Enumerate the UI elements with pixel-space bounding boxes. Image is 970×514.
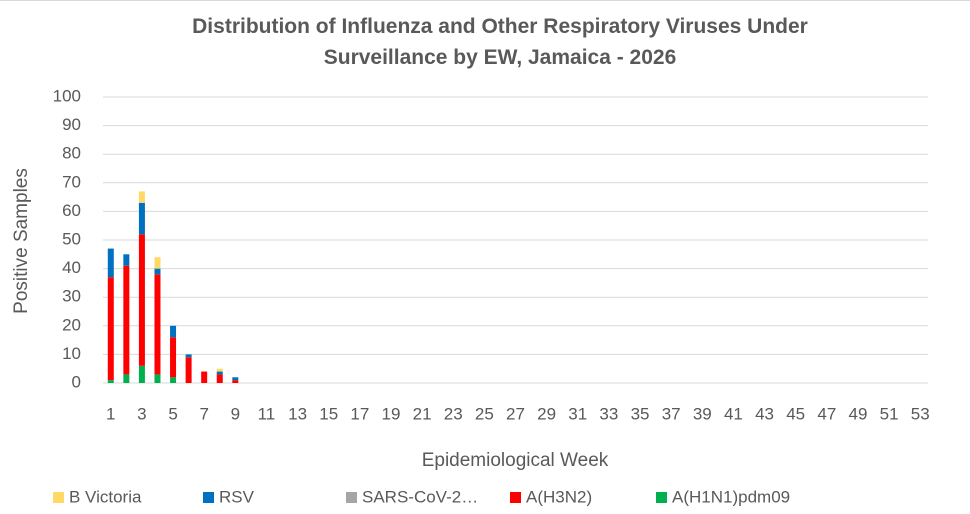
y-tick-label: 80 (62, 144, 81, 163)
x-tick-label: 19 (382, 404, 401, 423)
bar-segment (138, 365, 145, 383)
bar-segment (154, 268, 161, 275)
y-tick-label: 90 (62, 115, 81, 134)
y-tick-label: 70 (62, 172, 81, 191)
y-tick-label: 20 (62, 315, 81, 334)
bar-segment (138, 234, 145, 366)
legend-label: RSV (219, 487, 255, 506)
x-tick-label: 31 (568, 404, 587, 423)
chart-title: Distribution of Influenza and Other Resp… (192, 15, 808, 69)
legend-label: A(H3N2) (526, 487, 592, 506)
x-tick-label: 11 (258, 404, 276, 423)
y-tick-label: 10 (62, 344, 81, 363)
bar-segment (154, 274, 161, 375)
bar-segment (170, 377, 177, 383)
y-tick-label: 50 (62, 229, 81, 248)
x-tick-label: 43 (755, 404, 774, 423)
x-tick-label: 3 (137, 404, 146, 423)
bar-segment (154, 374, 161, 383)
bar-segment (123, 374, 130, 383)
bar-segment (123, 265, 130, 375)
y-tick-label: 40 (62, 258, 81, 277)
legend-swatch (53, 492, 64, 503)
bar-segment (107, 380, 114, 383)
y-axis-label: Positive Samples (11, 168, 32, 314)
x-tick-label: 25 (475, 404, 494, 423)
bar-segment (154, 257, 161, 269)
legend-label: SARS-CoV-2… (362, 487, 478, 506)
legend-swatch (656, 492, 667, 503)
legend-label: A(H1N1)pdm09 (672, 487, 790, 506)
x-tick-label: 49 (848, 404, 867, 423)
bar-segment (107, 248, 114, 278)
x-tick-label: 37 (662, 404, 681, 423)
x-tick-label: 29 (537, 404, 556, 423)
bar-segment (216, 368, 223, 372)
legend-label: B Victoria (69, 487, 142, 506)
x-tick-label: 53 (911, 404, 930, 423)
bar-segment (185, 354, 192, 358)
bar-segment (170, 325, 177, 338)
x-tick-label: 17 (350, 404, 369, 423)
x-tick-label: 35 (631, 404, 650, 423)
bar-segment (232, 380, 239, 383)
bar-segment (216, 374, 223, 383)
bar-segment (170, 337, 177, 378)
x-tick-label: 51 (880, 404, 899, 423)
x-tick-label: 21 (413, 404, 432, 423)
bar-segment (138, 202, 145, 235)
bar-segment (201, 371, 208, 383)
x-tick-label: 47 (817, 404, 836, 423)
y-tick-label: 60 (62, 201, 81, 220)
y-tick-label: 100 (53, 86, 81, 105)
y-tick-label: 30 (62, 287, 81, 306)
x-tick-label: 7 (199, 404, 208, 423)
bar-segment (107, 277, 114, 381)
x-axis-label: Epidemiological Week (422, 450, 609, 471)
x-tick-label: 39 (693, 404, 712, 423)
x-tick-label: 15 (319, 404, 338, 423)
x-tick-label: 27 (506, 404, 525, 423)
x-tick-label: 45 (786, 404, 805, 423)
x-tick-label: 9 (231, 404, 240, 423)
bar-segment (185, 357, 192, 383)
legend-swatch (510, 492, 521, 503)
bar-segment (138, 191, 145, 203)
x-tick-label: 33 (599, 404, 618, 423)
bar-segment (216, 371, 223, 375)
legend-swatch (203, 492, 214, 503)
x-tick-label: 5 (168, 404, 177, 423)
bar-segment (123, 254, 130, 266)
x-tick-label: 23 (444, 404, 463, 423)
legend-swatch (346, 492, 357, 503)
y-tick-label: 0 (72, 372, 81, 391)
x-tick-label: 1 (106, 404, 115, 423)
x-tick-label: 41 (724, 404, 743, 423)
x-tick-label: 13 (288, 404, 307, 423)
bar-segment (232, 377, 239, 381)
